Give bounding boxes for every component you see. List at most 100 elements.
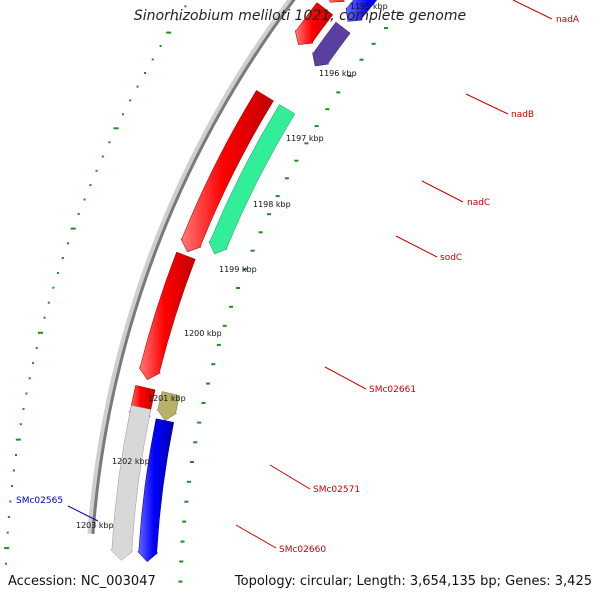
- tick-dot: [12, 469, 15, 472]
- tick-dot: [52, 286, 55, 289]
- inner-tick-dash: [284, 177, 289, 180]
- tick-label: 1200 kbp: [184, 329, 222, 338]
- inner-tick-dash: [182, 520, 187, 523]
- tick-dot: [7, 516, 10, 518]
- genome-summary-text: Topology: circular; Length: 3,654,135 bp…: [234, 574, 592, 589]
- inner-tick-dash: [347, 75, 352, 77]
- inner-tick-dash: [193, 441, 198, 444]
- inner-tick-dash: [216, 343, 221, 346]
- tick-dot: [32, 362, 35, 365]
- inner-tick-dash: [178, 580, 183, 583]
- leader-nadA: [512, 0, 553, 20]
- backbone-highlight: [87, 0, 294, 534]
- tick-dot: [4, 547, 10, 550]
- inner-tick-dash: [243, 268, 247, 271]
- tick-dot: [151, 58, 154, 61]
- tick-dot: [129, 99, 132, 102]
- tick-dot: [136, 85, 139, 88]
- label-SMc02571[interactable]: SMc02571: [313, 485, 360, 495]
- inner-tick-dash: [275, 195, 280, 198]
- tick-dot: [61, 257, 64, 259]
- inner-tick-dash: [294, 159, 299, 162]
- tick-dot: [38, 331, 43, 334]
- tick-dot: [47, 301, 50, 304]
- inner-tick-dash: [267, 213, 271, 216]
- tick-dot-ring: [4, 5, 187, 565]
- tick-dot: [101, 155, 104, 158]
- leader-SMc02660: [235, 524, 277, 549]
- inner-tick-dash: [304, 142, 309, 145]
- label-sodC[interactable]: sodC: [440, 253, 462, 263]
- tick-dot: [159, 45, 162, 47]
- tick-dot: [113, 127, 119, 130]
- tick-dot: [176, 18, 178, 21]
- genome-backbone: [87, 0, 296, 535]
- gene-SMc02661-reverse[interactable]: [208, 104, 296, 255]
- position-labels: 1195 kbp 1196 kbp 1197 kbp 1198 kbp 1199…: [76, 2, 388, 530]
- tick-dot: [25, 392, 28, 395]
- tick-dot: [56, 271, 59, 274]
- tick-label: 1203 kbp: [76, 521, 114, 530]
- inner-tick-dash: [314, 125, 319, 128]
- leader-nadC: [421, 180, 464, 203]
- tick-dot: [15, 454, 17, 456]
- label-nadA[interactable]: nadA: [556, 15, 580, 25]
- leader-nadB: [465, 93, 509, 115]
- inner-tick-dash: [359, 58, 364, 61]
- leader-SMc02661: [324, 366, 367, 390]
- gene-nadC-reverse[interactable]: [345, 0, 398, 22]
- tick-dot: [11, 485, 13, 487]
- tick-dot: [122, 113, 124, 116]
- inner-tick-dash: [184, 500, 189, 503]
- inner-tick-dash: [222, 324, 227, 327]
- tick-label: 1199 kbp: [219, 265, 257, 274]
- tick-label: 1198 kbp: [253, 200, 291, 209]
- tick-dot: [95, 169, 98, 172]
- inner-tick-dash: [211, 363, 216, 366]
- inner-tick-dash: [179, 560, 184, 563]
- tick-dot: [19, 423, 22, 426]
- inner-tick-dash: [371, 42, 376, 45]
- tick-dot: [43, 316, 46, 319]
- gene-SMc02571-forward[interactable]: [138, 251, 196, 381]
- leader-SMc02565: [67, 505, 99, 522]
- tick-dot: [184, 5, 187, 8]
- inner-dash-ring: [178, 11, 401, 583]
- inner-tick-dash: [186, 480, 191, 483]
- inner-tick-dash: [206, 382, 211, 385]
- gene-sodC-reverse[interactable]: [312, 21, 351, 67]
- gene-SMc02660-reverse[interactable]: [156, 391, 180, 421]
- gene-features: [110, 0, 398, 563]
- inner-tick-dash: [325, 108, 330, 111]
- tick-label: 1196 kbp: [319, 69, 357, 78]
- tick-dot: [35, 346, 38, 349]
- tick-dot: [166, 31, 172, 34]
- gene-labels: nadA nadB nadC sodC SMc02661 SMc02571 SM…: [16, 15, 580, 555]
- label-SMc02661[interactable]: SMc02661: [369, 385, 416, 395]
- tick-dot: [108, 141, 111, 144]
- gene-label-leaders: [67, 0, 553, 549]
- gene-sodC-forward[interactable]: [294, 2, 334, 45]
- tick-dot: [9, 500, 12, 503]
- tick-dot: [28, 377, 31, 380]
- label-SMc02565[interactable]: SMc02565: [16, 496, 63, 506]
- inner-tick-dash: [235, 287, 240, 289]
- gene-SMc02661-forward[interactable]: [180, 90, 274, 253]
- gene-SMc02565-reverse[interactable]: [137, 418, 175, 563]
- label-SMc02660[interactable]: SMc02660: [279, 545, 326, 555]
- gene-SMc02565-forward[interactable]: [110, 405, 152, 561]
- gene-nadC-forward[interactable]: [327, 0, 379, 3]
- tick-dot: [89, 184, 92, 187]
- map-title: Sinorhizobium meliloti 1021, complete ge…: [133, 8, 467, 24]
- inner-tick-dash: [396, 11, 401, 14]
- label-nadB[interactable]: nadB: [511, 110, 534, 120]
- inner-tick-dash: [180, 540, 185, 543]
- tick-dot: [6, 531, 9, 534]
- inner-tick-dash: [258, 231, 263, 234]
- tick-dot: [5, 562, 7, 565]
- label-nadC[interactable]: nadC: [467, 198, 490, 208]
- tick-dot: [66, 242, 69, 245]
- tick-label: 1202 kbp: [112, 457, 150, 466]
